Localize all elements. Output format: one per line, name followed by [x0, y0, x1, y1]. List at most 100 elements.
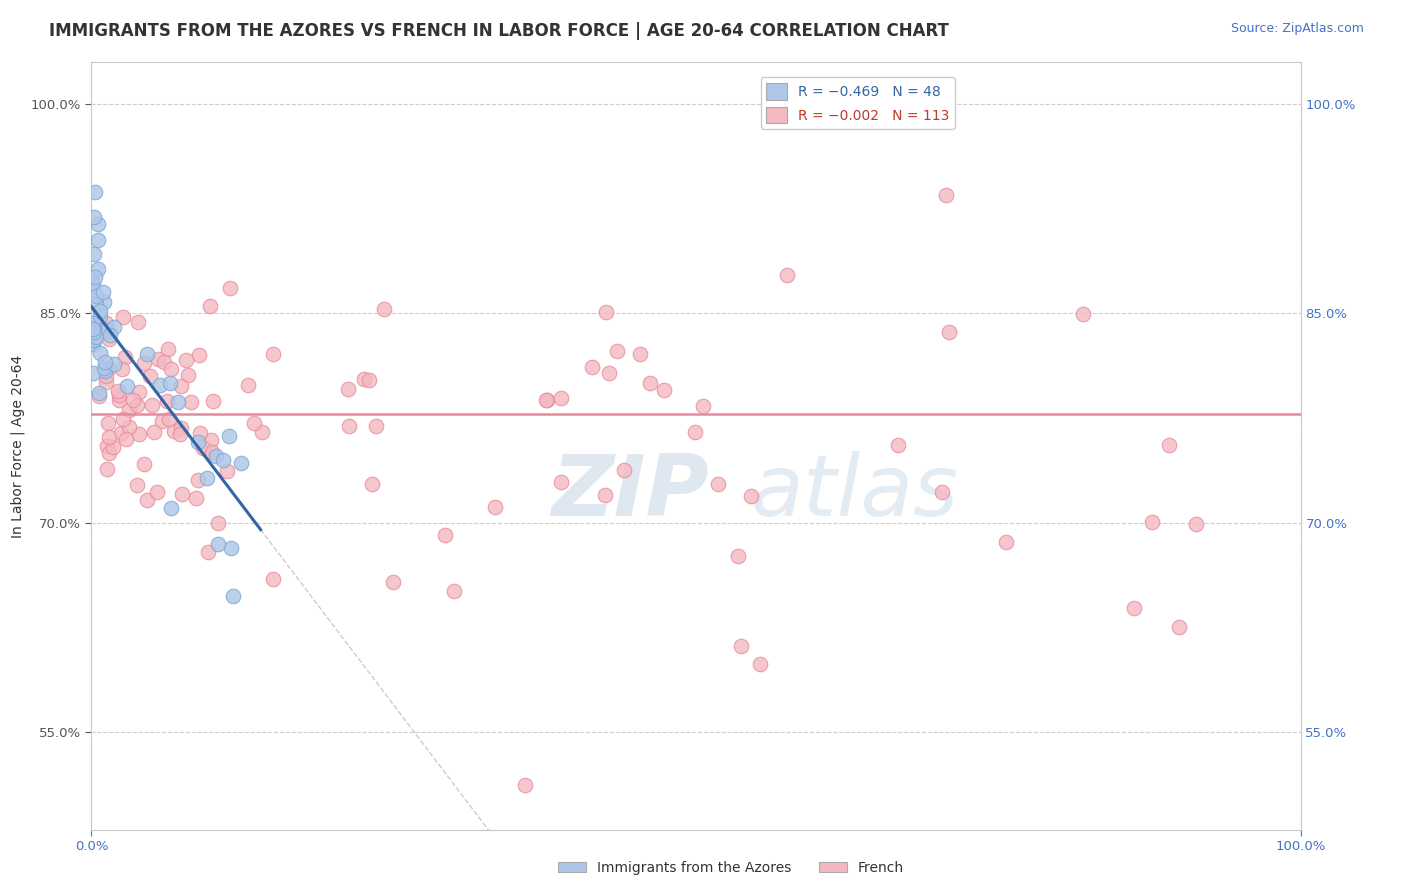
Point [146, 484, 169, 499]
Point [218, 429, 240, 443]
Point [155, 393, 177, 408]
Point [484, 500, 506, 514]
Point [581, 360, 603, 375]
Point [118, 403, 141, 417]
Point [170, 487, 193, 501]
Point [97, 362, 120, 376]
Point [373, 301, 395, 316]
Point [443, 584, 465, 599]
Point [96, 462, 118, 476]
Point [200, 433, 222, 447]
Point [1073, 307, 1095, 321]
Point [366, 419, 388, 434]
Point [111, 412, 134, 426]
Point [1123, 600, 1146, 615]
Point [217, 464, 239, 478]
Point [148, 351, 170, 366]
Point [219, 541, 242, 555]
Point [231, 456, 253, 470]
Point [98, 430, 121, 444]
Point [84, 289, 107, 303]
Point [1185, 516, 1208, 531]
Text: IMMIGRANTS FROM THE AZORES VS FRENCH IN LABOR FORCE | AGE 20-64 CORRELATION CHAR: IMMIGRANTS FROM THE AZORES VS FRENCH IN … [49, 22, 949, 40]
Point [156, 342, 179, 356]
Point [87, 262, 110, 277]
Point [184, 491, 207, 505]
Point [93, 295, 115, 310]
Point [595, 487, 617, 501]
Point [132, 356, 155, 370]
Point [740, 489, 762, 503]
Point [157, 412, 180, 426]
Point [89, 303, 111, 318]
Point [433, 527, 456, 541]
Point [103, 358, 125, 372]
Point [205, 449, 228, 463]
Point [94, 316, 117, 330]
Point [128, 385, 150, 400]
Point [107, 384, 129, 399]
Point [87, 385, 110, 400]
Point [683, 425, 706, 439]
Point [550, 475, 572, 489]
Point [96, 323, 118, 337]
Point [112, 310, 135, 324]
Point [84, 297, 107, 311]
Point [83, 210, 105, 224]
Point [188, 425, 211, 440]
Point [96, 439, 118, 453]
Point [212, 453, 235, 467]
Point [887, 438, 910, 452]
Point [97, 416, 120, 430]
Point [994, 534, 1017, 549]
Point [82, 282, 104, 296]
Point [692, 400, 714, 414]
Point [550, 391, 572, 405]
Point [84, 185, 107, 199]
Point [83, 321, 105, 335]
Point [98, 327, 121, 342]
Point [115, 378, 138, 392]
Point [83, 333, 105, 347]
Point [174, 352, 197, 367]
Point [1168, 620, 1191, 634]
Point [141, 398, 163, 412]
Point [93, 354, 115, 368]
Legend: Immigrants from the Azores, French: Immigrants from the Azores, French [553, 855, 910, 880]
Point [749, 657, 772, 671]
Point [221, 589, 243, 603]
Point [727, 549, 749, 564]
Point [82, 317, 104, 331]
Point [82, 277, 104, 291]
Point [83, 270, 105, 285]
Point [128, 426, 150, 441]
Point [89, 309, 111, 323]
Point [153, 355, 176, 369]
Point [606, 344, 628, 359]
Point [127, 315, 149, 329]
Point [250, 425, 273, 439]
Point [598, 366, 620, 380]
Point [114, 350, 136, 364]
Point [149, 378, 172, 392]
Point [195, 471, 218, 485]
Point [163, 424, 186, 438]
Point [110, 426, 132, 441]
Point [125, 477, 148, 491]
Text: atlas: atlas [751, 450, 959, 533]
Point [198, 299, 221, 313]
Point [83, 247, 105, 261]
Point [93, 285, 115, 300]
Point [135, 492, 157, 507]
Point [207, 537, 229, 551]
Point [935, 188, 957, 202]
Point [707, 477, 730, 491]
Point [108, 387, 131, 401]
Point [94, 363, 117, 377]
Point [236, 378, 259, 392]
Point [84, 330, 107, 344]
Point [534, 393, 557, 408]
Point [595, 305, 617, 319]
Point [938, 325, 960, 339]
Legend: R = −0.469   N = 48, R = −0.002   N = 113: R = −0.469 N = 48, R = −0.002 N = 113 [761, 77, 955, 129]
